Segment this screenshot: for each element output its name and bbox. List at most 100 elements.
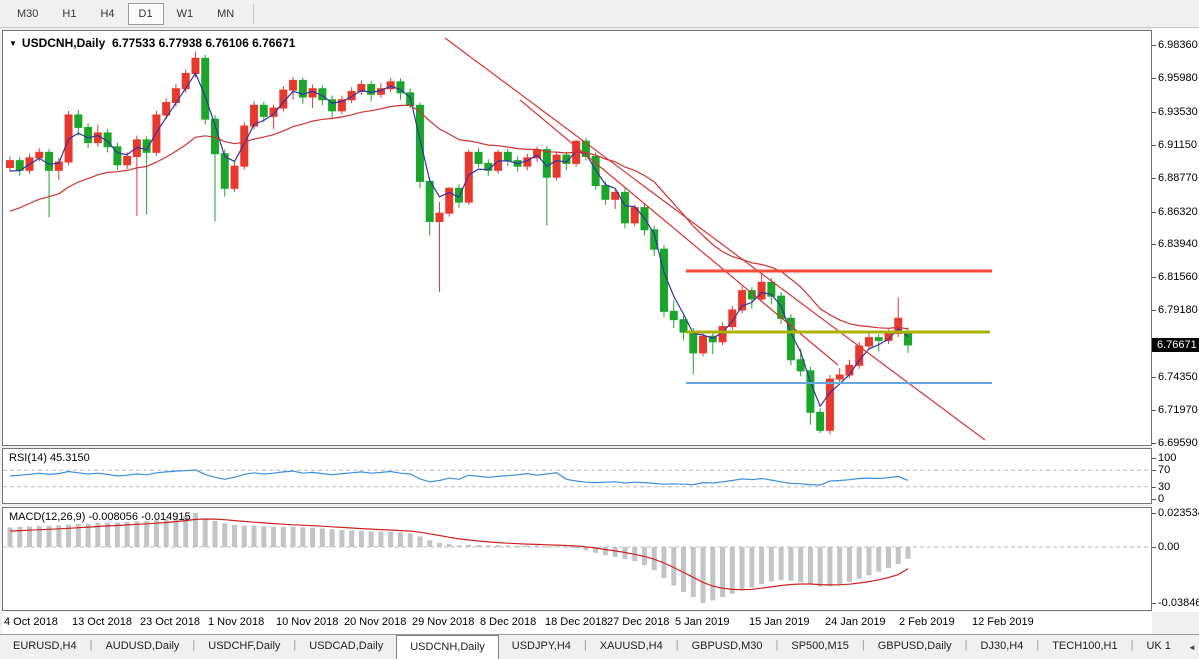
macd-histogram-bar [36, 526, 42, 547]
bull-candle-body [435, 212, 444, 222]
axis-tick [1152, 177, 1156, 179]
candle [15, 157, 24, 176]
date-axis-label: 5 Jan 2019 [675, 616, 730, 628]
candle [835, 368, 844, 385]
bull-candle-body [699, 335, 708, 354]
rsi-axis-label: 100 [1158, 452, 1177, 464]
collapse-triangle-icon[interactable]: ▼ [9, 39, 17, 48]
macd-histogram-bar [202, 518, 208, 547]
price-chart-canvas[interactable] [3, 31, 1151, 445]
axis-tick [1152, 277, 1156, 279]
timeframe-button-w1[interactable]: W1 [176, 7, 194, 20]
candle [845, 359, 854, 379]
tab-separator: | [1036, 639, 1040, 651]
timeframe-button-d1[interactable]: D1 [127, 2, 164, 25]
tab-separator: | [89, 639, 93, 651]
candle [54, 157, 63, 180]
macd-histogram-bar [349, 530, 355, 547]
rsi-canvas[interactable] [3, 449, 1151, 503]
macd-histogram-bar [46, 525, 52, 547]
bull-candle-body [357, 84, 366, 92]
macd-histogram-bar [885, 547, 891, 569]
axis-tick [1152, 442, 1156, 444]
macd-histogram-bar [358, 530, 364, 547]
chart-tab-gbpusd[interactable]: GBPUSD,M30 [691, 640, 763, 652]
chart-tab-tech100[interactable]: TECH100,H1 [1052, 640, 1118, 652]
chart-tab-sp500[interactable]: SP500,M15 [791, 640, 849, 652]
macd-histogram-bar [17, 526, 23, 547]
bear-candle-body [220, 153, 229, 189]
macd-histogram-bar [524, 545, 530, 547]
chart-symbol: USDCNH,Daily [21, 36, 106, 50]
candle [415, 102, 424, 189]
bull-candle-body [630, 207, 639, 224]
tab-separator: | [293, 639, 297, 651]
axis-tick [1152, 547, 1156, 548]
axis-tick [1152, 244, 1156, 246]
candle [679, 315, 688, 341]
chart-tab-audusd[interactable]: AUDUSD,Daily [105, 640, 180, 652]
candle [874, 334, 883, 352]
macd-histogram-bar [75, 524, 81, 547]
axis-tick [1152, 470, 1156, 472]
axis-tick [1152, 499, 1156, 500]
chart-ohlc-values: 6.77533 6.77938 6.76106 6.76671 [111, 36, 296, 50]
macd-histogram-bar [56, 525, 62, 547]
timeframe-button-mn[interactable]: MN [217, 7, 235, 20]
date-axis[interactable]: 4 Oct 2018 13 Oct 2018 23 Oct 2018 1 Nov 20… [2, 612, 1152, 634]
macd-histogram-bar [300, 527, 306, 547]
macd-histogram-bar [495, 545, 501, 547]
price-axis[interactable]: 6.98360 6.95980 6.93530 6.91150 6.88770 6.863… [1152, 28, 1199, 612]
descending-trendline-2[interactable] [519, 99, 839, 366]
bear-candle-body [259, 104, 268, 117]
bull-candle-body [93, 132, 102, 144]
candle [298, 77, 307, 104]
chart-tab-eurusd[interactable]: EURUSD,H4 [13, 640, 77, 652]
chart-tab-xauusd[interactable]: XAUUSD,H4 [599, 640, 663, 652]
macd-histogram-bar [563, 546, 569, 548]
candle [611, 189, 620, 210]
chart-tab-usdchf[interactable]: USDCHF,Daily [208, 640, 281, 652]
bear-candle-body [747, 290, 756, 300]
timeframe-button-m30[interactable]: M30 [17, 7, 39, 20]
macd-histogram-bar [397, 532, 403, 547]
date-axis-label: 24 Jan 2019 [825, 616, 886, 628]
rsi-axis-label: 70 [1158, 464, 1171, 477]
macd-histogram-bar [368, 531, 374, 547]
tab-scroll-left-icon[interactable]: ◄ [1187, 642, 1196, 652]
timeframe-button-h1[interactable]: H1 [62, 7, 77, 20]
candle [669, 300, 678, 328]
candle [825, 374, 834, 435]
candle [728, 305, 737, 331]
macd-histogram-bar [827, 547, 833, 587]
bull-candle-body [123, 155, 132, 166]
tab-separator: | [192, 639, 196, 651]
bull-candle-body [738, 290, 747, 311]
rsi-axis-label: 30 [1158, 480, 1171, 493]
date-axis-label: 29 Nov 2018 [412, 616, 475, 628]
chart-tab-usdcad[interactable]: USDCAD,Daily [309, 640, 384, 652]
bear-candle-body [601, 185, 610, 200]
candle [269, 104, 278, 129]
macd-canvas[interactable] [3, 508, 1151, 610]
macd-histogram-bar [232, 524, 238, 547]
candle [601, 181, 610, 205]
bear-candle-body [415, 104, 424, 182]
macd-histogram-bar [681, 547, 687, 593]
chart-tab-gbpusd[interactable]: GBPUSD,Daily [877, 640, 952, 652]
chart-tab-uk1[interactable]: UK 1 [1146, 640, 1171, 652]
macd-panel: MACD(12,26,9) -0.008056 -0.014915 [2, 507, 1152, 611]
candle [464, 149, 473, 205]
chart-tab-usdcnh[interactable]: USDCNH,Daily [396, 635, 499, 659]
chart-tab-dj30[interactable]: DJ30,H4 [980, 640, 1024, 652]
price-axis-label: 6.91150 [1158, 138, 1197, 151]
candle [230, 162, 239, 192]
macd-histogram-bar [612, 547, 618, 557]
macd-histogram-bar [388, 531, 394, 547]
macd-histogram-bar [456, 545, 462, 547]
chart-tab-usdjpy[interactable]: USDJPY,H4 [511, 640, 571, 652]
candle [337, 95, 346, 115]
descending-trendline-1[interactable] [444, 37, 986, 441]
macd-histogram-bar [183, 515, 189, 547]
timeframe-button-h4[interactable]: H4 [100, 7, 115, 20]
